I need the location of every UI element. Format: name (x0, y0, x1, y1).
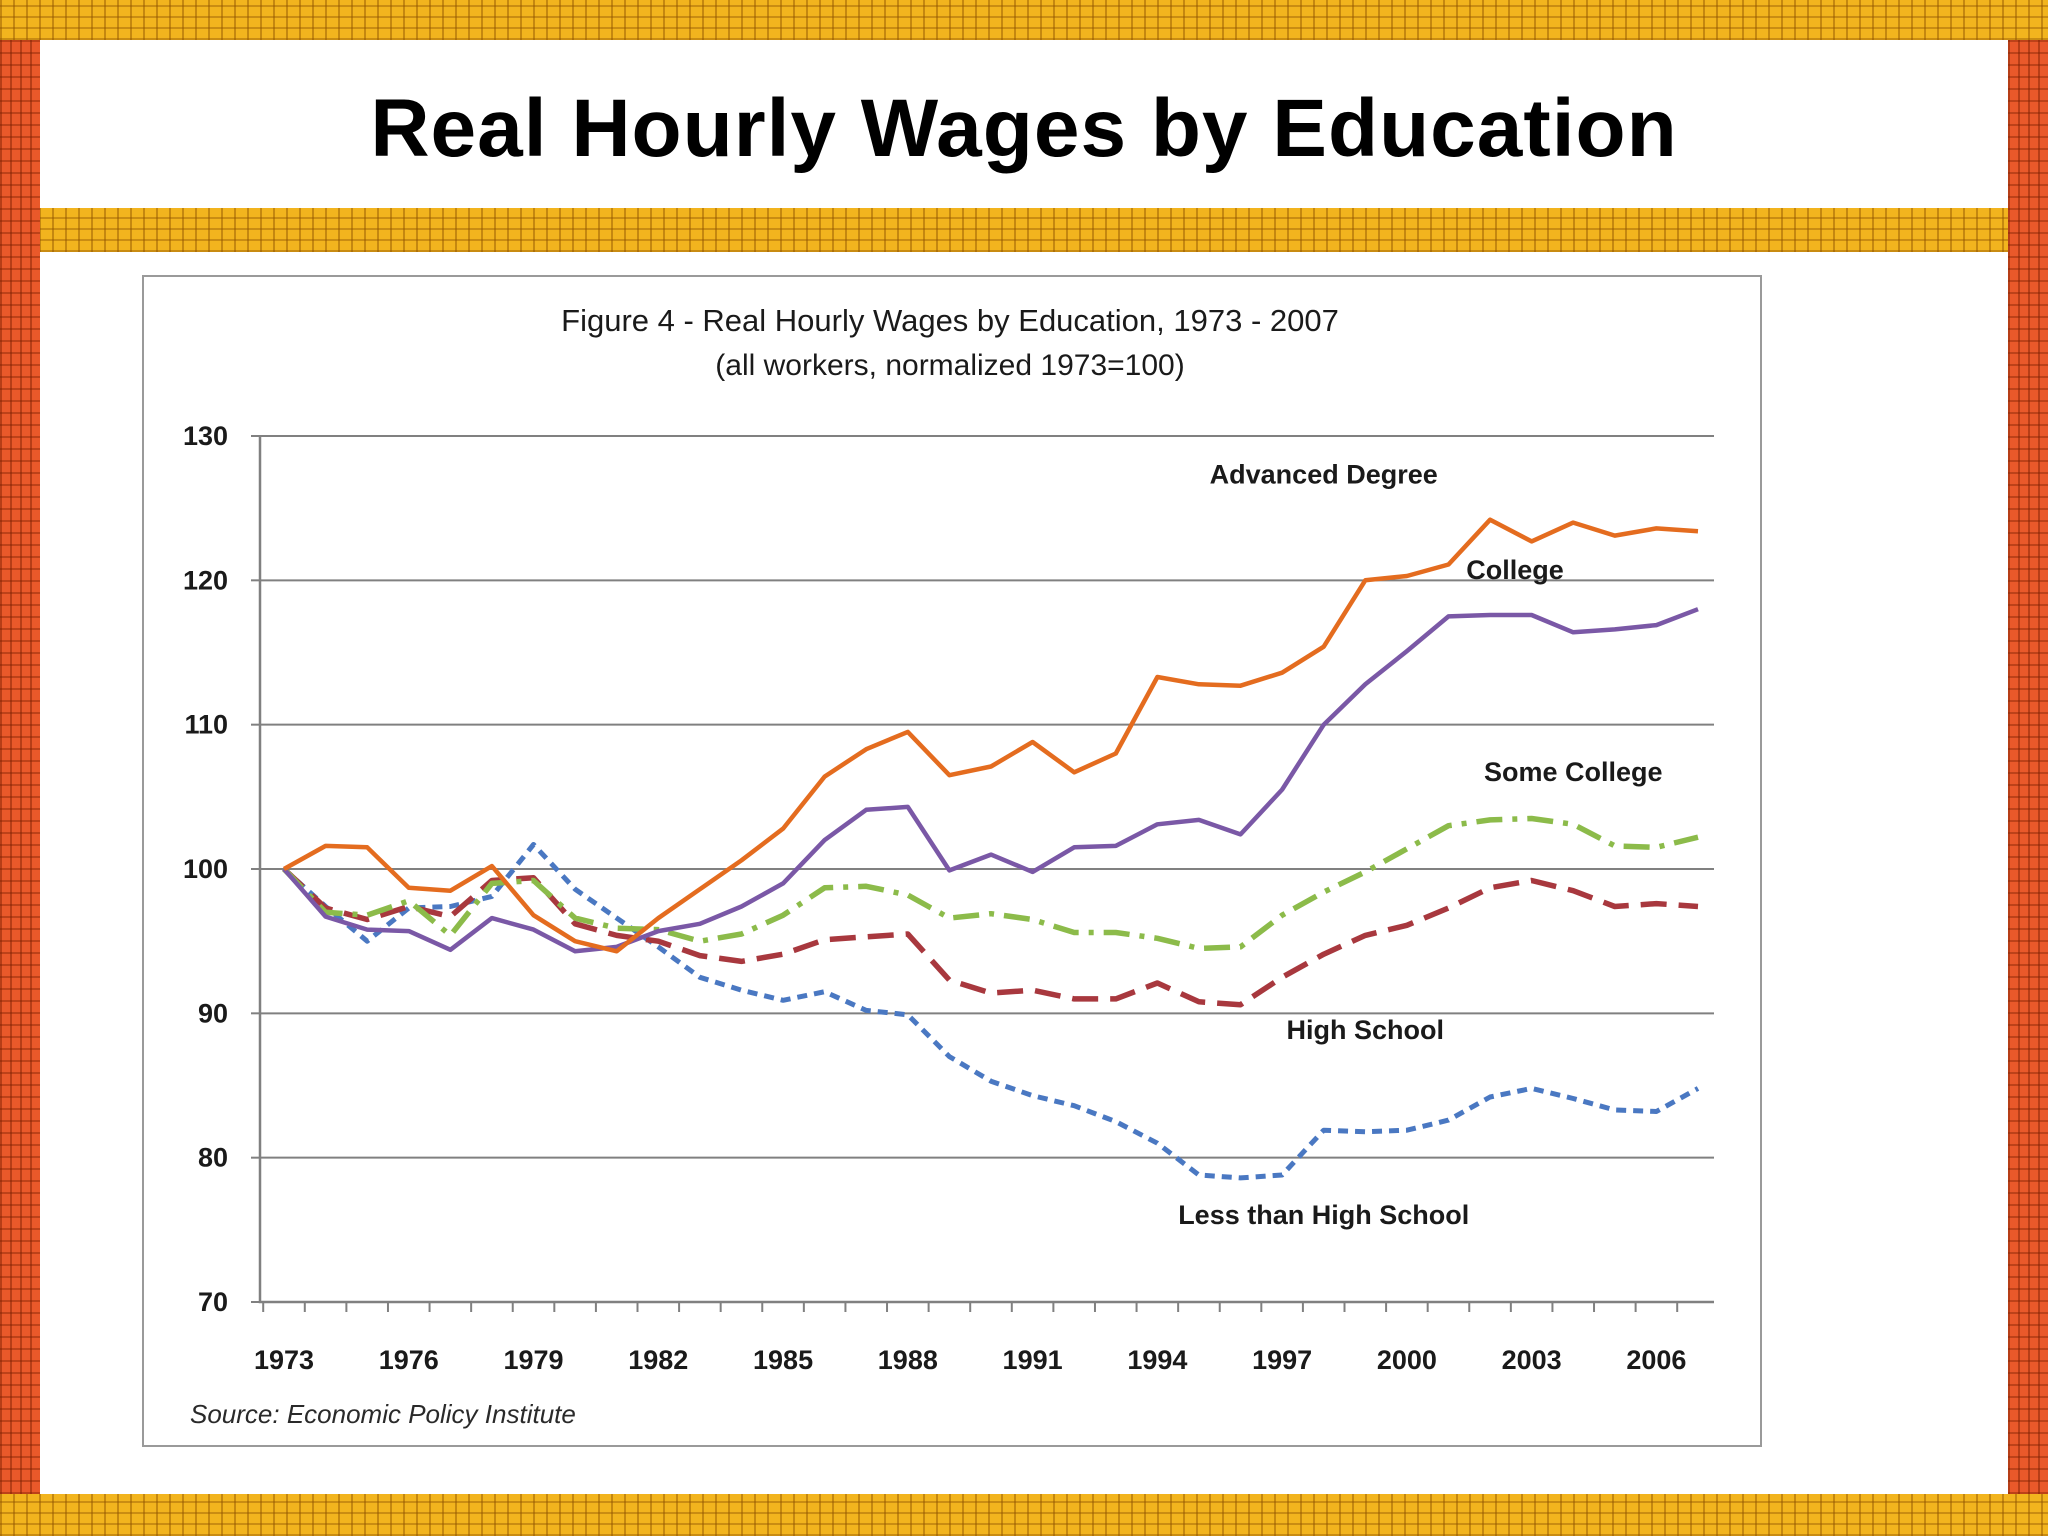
series-labels: Advanced Degree College Some College High S… (1178, 460, 1662, 1230)
axes: 70 80 90 100 110 120 130 1973 1976 1979 1982 1985 19… (183, 421, 1714, 1375)
series-line-high-school (282, 866, 1699, 1008)
x-tick-label: 1985 (753, 1345, 813, 1375)
left-decorative-border (0, 40, 40, 1494)
x-tick-label: 1973 (254, 1345, 314, 1375)
y-tick-label: 90 (198, 998, 228, 1028)
slide-title: Real Hourly Wages by Education (370, 83, 1678, 174)
y-tick-label: 130 (183, 421, 228, 451)
series-line-some-college (282, 815, 1699, 952)
y-tick-label: 70 (198, 1287, 228, 1317)
y-tick-label: 110 (184, 710, 228, 740)
series-label-less-than-high-school: Less than High School (1178, 1200, 1469, 1230)
series-line-college (282, 607, 1699, 954)
series-label-some-college: Some College (1484, 757, 1663, 787)
bottom-decorative-border (0, 1494, 2048, 1536)
x-tick-label: 1991 (1003, 1345, 1063, 1375)
series-line-less-than-high-school (282, 842, 1700, 1181)
axis-lines (258, 436, 1714, 1304)
series-label-high-school: High School (1287, 1015, 1445, 1045)
gridlines (260, 435, 1714, 1159)
chart-title: Figure 4 - Real Hourly Wages by Educatio… (561, 303, 1339, 338)
top-decorative-border (0, 0, 2048, 40)
right-decorative-border (2008, 40, 2048, 1494)
x-tick-label: 1982 (628, 1345, 688, 1375)
x-tick-label: 1994 (1127, 1345, 1187, 1375)
x-tick-label: 2003 (1502, 1345, 1562, 1375)
chart-source: Source: Economic Policy Institute (190, 1399, 576, 1429)
series-label-college: College (1466, 555, 1564, 585)
series-lines (282, 517, 1700, 1181)
y-tick-label: 80 (198, 1143, 228, 1173)
series-label-advanced-degree: Advanced Degree (1210, 460, 1438, 490)
x-tick-label: 2006 (1626, 1345, 1686, 1375)
x-tick-label: 1979 (503, 1345, 563, 1375)
series-line-advanced-degree (282, 517, 1699, 954)
middle-decorative-border (0, 208, 2048, 252)
x-tick-label: 1997 (1252, 1345, 1312, 1375)
slide-title-band: Real Hourly Wages by Education (40, 40, 2008, 208)
x-tick-label: 1976 (379, 1345, 439, 1375)
y-tick-label: 100 (183, 854, 228, 884)
line-chart: Figure 4 - Real Hourly Wages by Educatio… (142, 275, 1762, 1447)
x-tick-label: 1988 (878, 1345, 938, 1375)
chart-frame (142, 275, 1762, 1447)
y-tick-label: 120 (183, 565, 228, 595)
x-tick-label: 2000 (1377, 1345, 1437, 1375)
chart-subtitle: (all workers, normalized 1973=100) (715, 349, 1184, 382)
